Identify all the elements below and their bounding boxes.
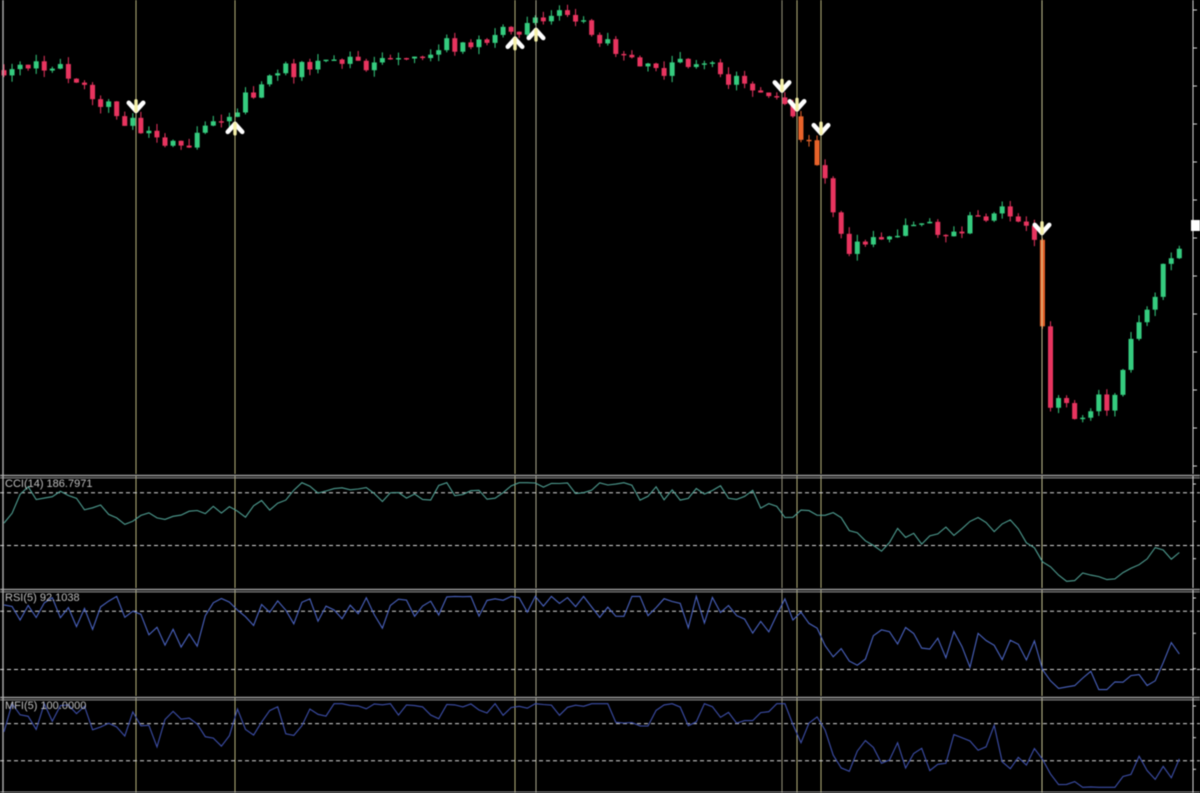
svg-text:RSI(5) 92.1038: RSI(5) 92.1038 xyxy=(5,592,80,604)
svg-text:MFI(5) 100.0000: MFI(5) 100.0000 xyxy=(5,700,86,712)
svg-text:CCI(14) 186.7971: CCI(14) 186.7971 xyxy=(5,478,92,490)
